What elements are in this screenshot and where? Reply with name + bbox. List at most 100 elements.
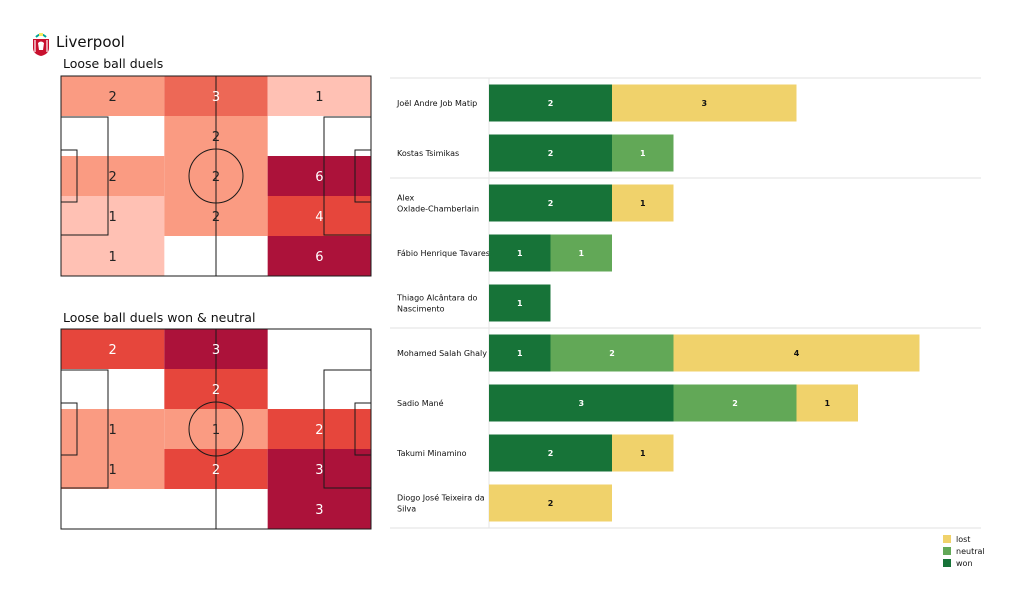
player-label: Diogo José Teixeira da Silva <box>397 493 485 514</box>
player-label: Alex Oxlade-Chamberlain <box>397 194 479 214</box>
heatmap-value: 3 <box>315 463 323 478</box>
bar-value-label: 1 <box>517 249 523 258</box>
legend-swatch-neutral <box>943 547 951 555</box>
bar-segment-won <box>489 384 674 422</box>
heatmap-cell <box>267 449 371 489</box>
bar-segment-neutral <box>612 134 674 172</box>
bar-value-label: 2 <box>548 149 554 158</box>
heatmap-cell <box>61 76 165 116</box>
player-label: Mohamed Salah Ghaly <box>397 349 487 358</box>
heatmap-loose-ball-duels-won-neutral: 2 3 2 1 1 2 1 2 3 3 <box>60 328 372 530</box>
heatmap-cell <box>61 196 165 236</box>
bar-value-label: 1 <box>640 199 646 208</box>
heatmap-cell <box>61 236 165 276</box>
bar-segment-lost <box>489 484 612 522</box>
bar-segment-neutral <box>550 234 612 272</box>
bar-segment-won <box>489 434 612 472</box>
heatmap-value: 3 <box>212 90 220 105</box>
heatmap-cell <box>267 409 371 449</box>
heatmap-value: 2 <box>212 130 220 145</box>
legend-label: neutral <box>956 546 985 556</box>
bar-value-label: 1 <box>517 299 523 308</box>
heatmap-value: 1 <box>109 250 117 265</box>
bar-value-label: 1 <box>517 349 523 358</box>
bar-value-label: 2 <box>548 199 554 208</box>
heatmap-value: 6 <box>315 250 323 265</box>
heatmap-loose-ball-duels: 2 3 1 2 2 2 6 1 2 4 1 6 <box>60 75 372 277</box>
bar-value-label: 2 <box>548 499 554 508</box>
heatmap-cell <box>61 409 165 449</box>
bar-segment-lost <box>612 434 674 472</box>
legend-swatch-lost <box>943 535 951 543</box>
heatmap-value: 1 <box>109 210 117 225</box>
heatmap-cell <box>267 156 371 196</box>
bar-segment-won <box>489 284 551 322</box>
heatmap-cell <box>267 489 371 529</box>
bar-value-label: 4 <box>794 349 800 358</box>
heatmap-value: 2 <box>109 90 117 105</box>
heatmap-value: 1 <box>315 90 323 105</box>
heatmap-value: 1 <box>212 423 220 438</box>
bar-segment-won <box>489 134 612 172</box>
bar-segment-won <box>489 84 612 122</box>
bar-segment-won <box>489 234 551 272</box>
player-label: Sadio Mané <box>397 398 444 408</box>
heatmap-cell <box>61 156 165 196</box>
heatmap-value: 1 <box>109 423 117 438</box>
bar-value-label: 1 <box>824 399 830 408</box>
heatmap-value: 2 <box>212 463 220 478</box>
heatmap-title-loose-ball-duels: Loose ball duels <box>63 56 164 71</box>
heatmap-value: 3 <box>212 343 220 358</box>
bar-value-label: 3 <box>578 399 584 408</box>
player-label: Thiago Alcântara do Nascimento <box>396 294 478 314</box>
player-label: Joël Andre Job Matip <box>396 99 477 108</box>
bar-value-label: 3 <box>701 99 707 108</box>
heatmap-cell <box>267 236 371 276</box>
heatmap-value: 6 <box>315 170 323 185</box>
legend-item-neutral: neutral <box>943 545 985 557</box>
heatmap-cell <box>267 76 371 116</box>
heatmap-cell <box>61 329 165 369</box>
bar-value-label: 2 <box>548 99 554 108</box>
legend-label: won <box>956 558 973 568</box>
bar-segment-lost <box>673 334 920 372</box>
heatmap-title-won-neutral: Loose ball duels won & neutral <box>63 310 256 325</box>
bar-value-label: 1 <box>578 249 584 258</box>
heatmap-value: 2 <box>109 170 117 185</box>
bar-segment-lost <box>612 184 674 222</box>
pitch-lines <box>60 328 372 530</box>
heatmap-cell <box>267 196 371 236</box>
player-label: Fábio Henrique Tavares <box>397 249 490 258</box>
bar-segment-lost <box>612 84 797 122</box>
bar-value-label: 2 <box>732 399 738 408</box>
heatmap-value: 4 <box>315 210 323 225</box>
heatmap-value: 3 <box>315 503 323 518</box>
heatmap-cell <box>61 449 165 489</box>
heatmap-value: 1 <box>109 463 117 478</box>
liverpool-crest-icon <box>33 33 49 56</box>
legend-item-won: won <box>943 557 985 569</box>
player-duels-bar-chart: Joël Andre Job Matip 2 3 Kostas Tsimikas 2 1 A… <box>390 77 981 529</box>
bar-segment-won <box>489 184 612 222</box>
heatmap-value: 2 <box>109 343 117 358</box>
bar-value-label: 1 <box>640 449 646 458</box>
bar-value-label: 2 <box>609 349 615 358</box>
heatmap-value: 2 <box>315 423 323 438</box>
legend-label: lost <box>956 534 971 544</box>
bar-value-label: 1 <box>640 149 646 158</box>
bar-segment-won <box>489 334 551 372</box>
bar-value-label: 2 <box>548 449 554 458</box>
player-label: Takumi Minamino <box>396 449 467 458</box>
bar-segment-neutral <box>673 384 797 422</box>
legend-item-lost: lost <box>943 533 985 545</box>
heatmap-value: 2 <box>212 170 220 185</box>
heatmap-value: 2 <box>212 210 220 225</box>
legend-swatch-won <box>943 559 951 567</box>
player-label: Kostas Tsimikas <box>397 149 459 158</box>
bar-segment-lost <box>796 384 858 422</box>
bar-segment-neutral <box>550 334 674 372</box>
team-name: Liverpool <box>56 33 125 51</box>
heatmap-value: 2 <box>212 383 220 398</box>
pitch-lines <box>60 75 372 277</box>
legend: lost neutral won <box>943 533 985 569</box>
